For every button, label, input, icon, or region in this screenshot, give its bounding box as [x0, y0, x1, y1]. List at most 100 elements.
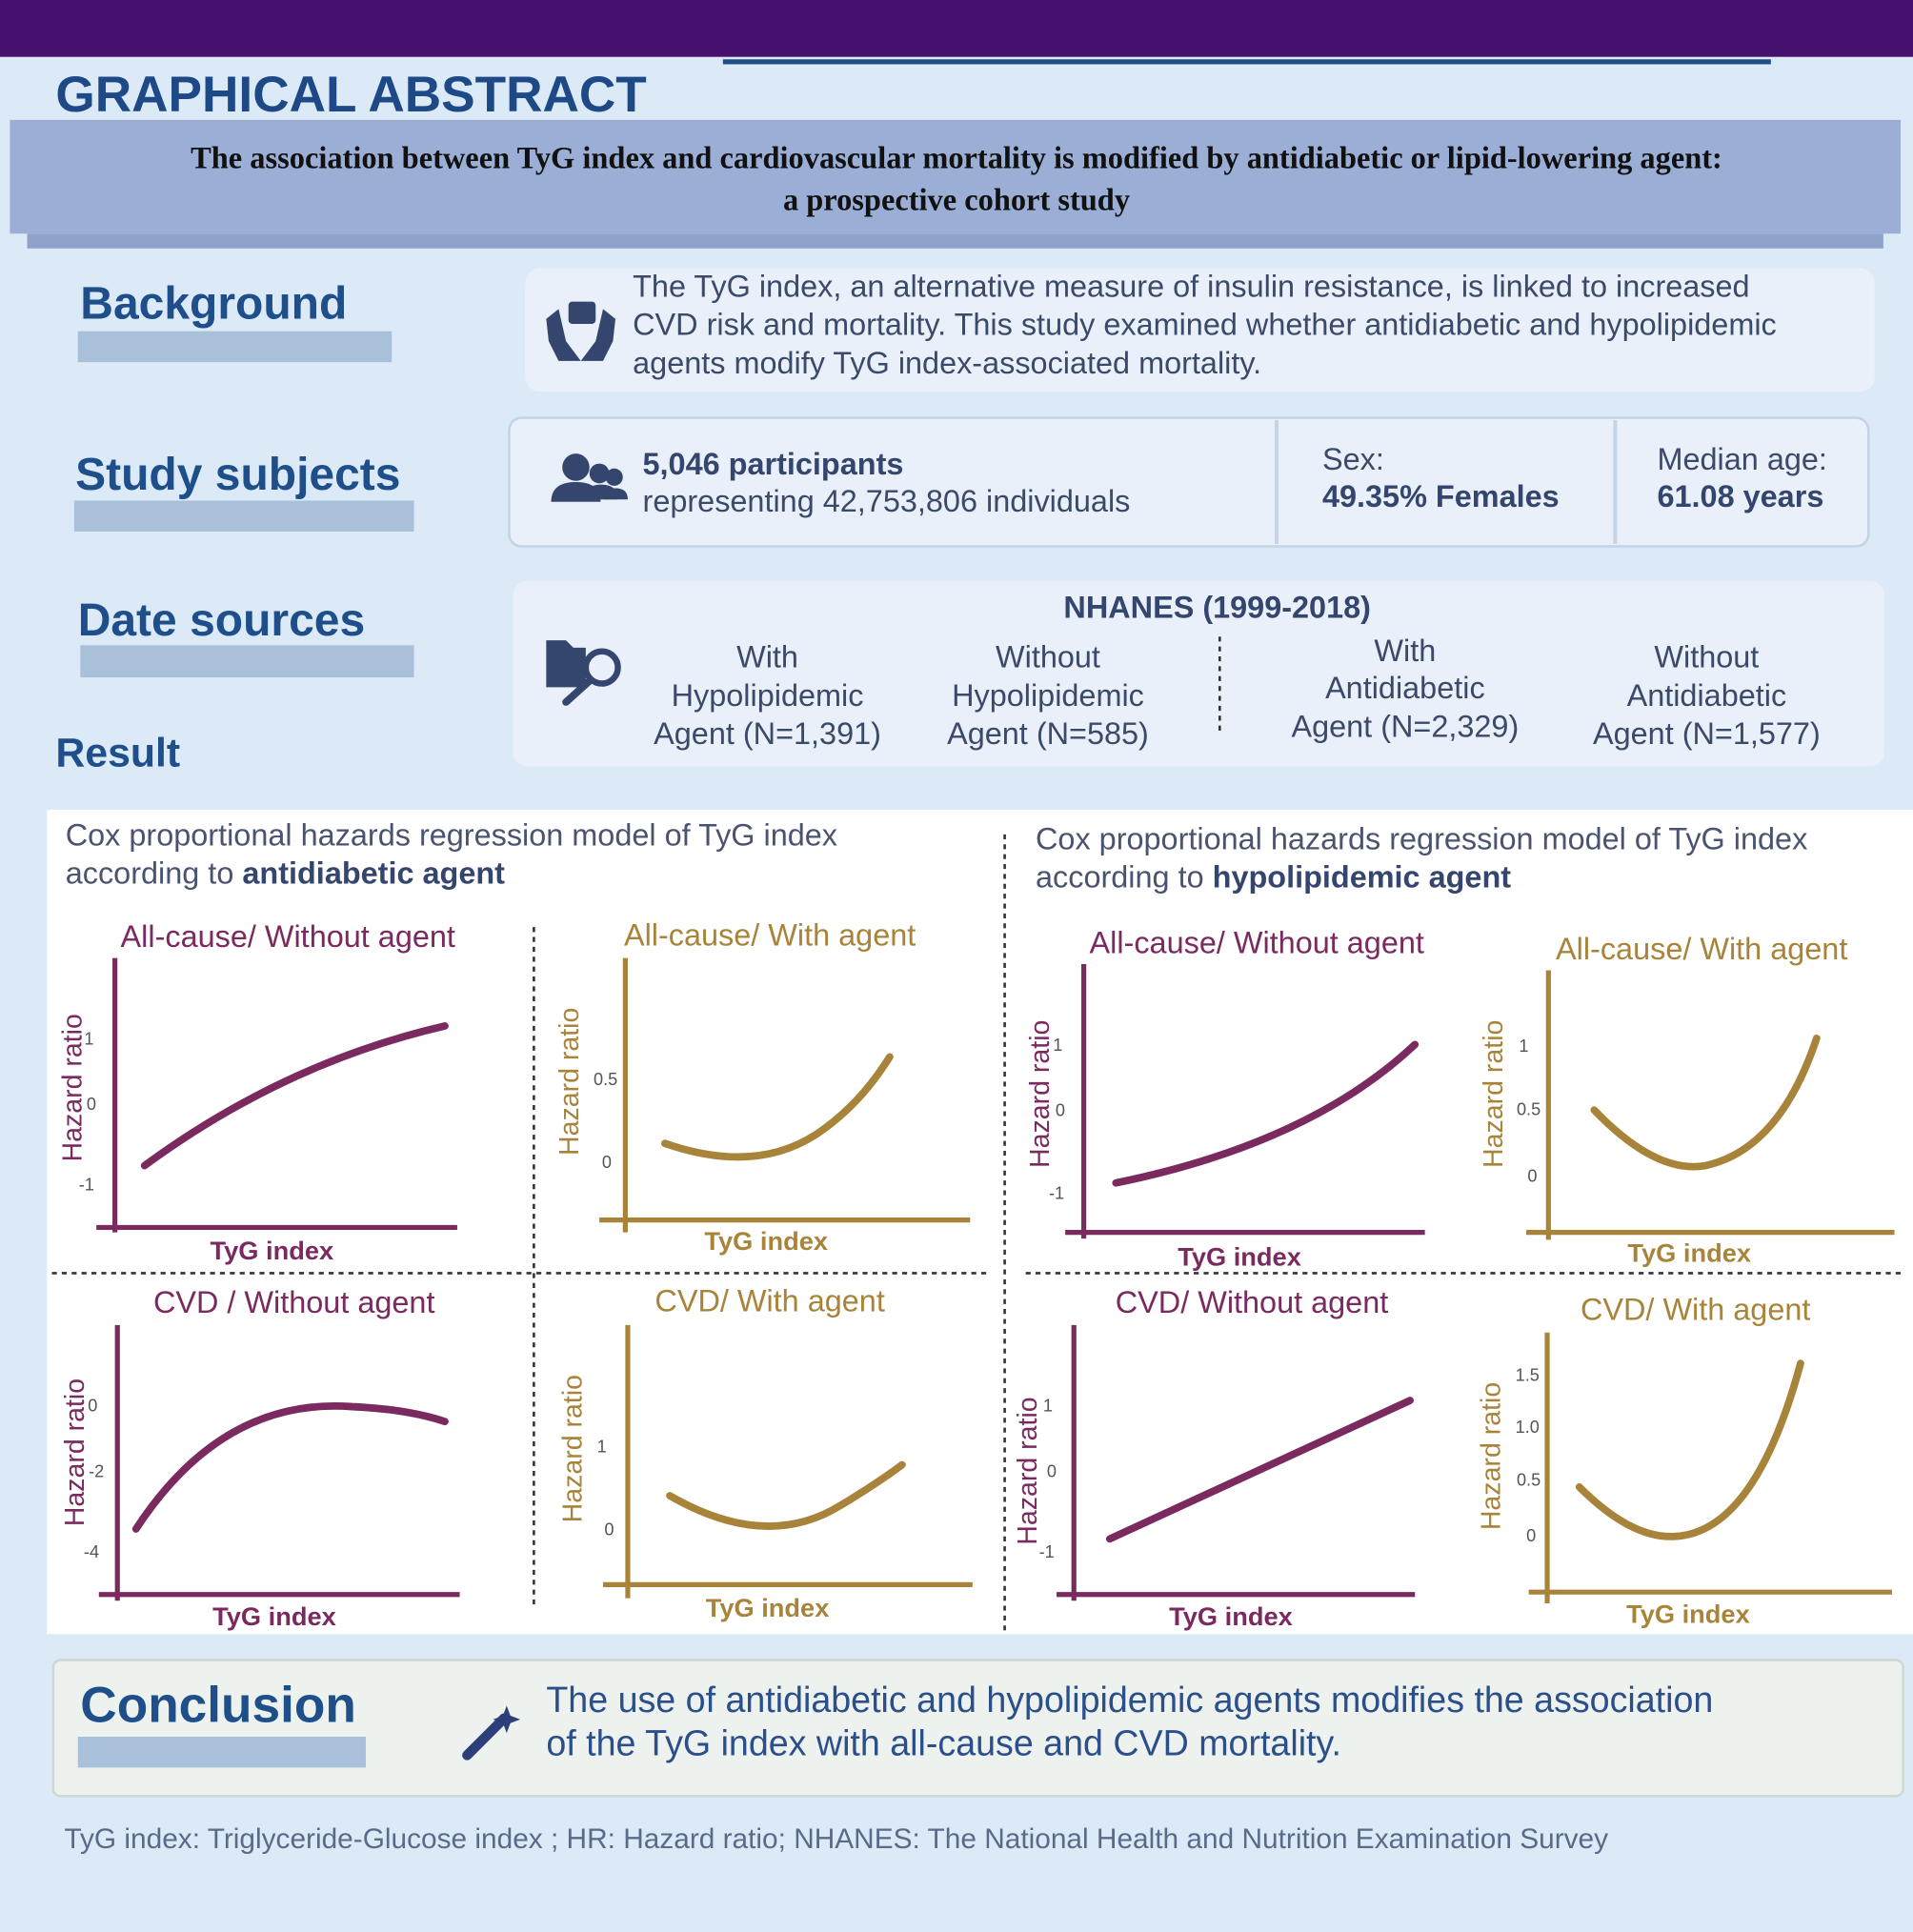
tick-label: 0 [1526, 1526, 1536, 1545]
age-label: Median age: [1657, 442, 1826, 476]
source-group: With [736, 640, 798, 674]
plot-title: All-cause/ With agent [624, 918, 916, 953]
top-rule [722, 59, 1771, 65]
tick-label: 0 [1056, 1101, 1065, 1120]
curve [1575, 1359, 1804, 1540]
section-heading: Conclusion [80, 1677, 356, 1733]
source-group: Antidiabetic [1325, 671, 1485, 705]
panel-title: Cox proportional hazards regression mode… [1036, 821, 1807, 855]
tick-label: 0.5 [594, 1070, 617, 1089]
plot-title: CVD / Without agent [153, 1285, 435, 1319]
heading-bar [77, 331, 393, 363]
background-box [525, 268, 1875, 392]
curve [660, 1053, 894, 1161]
tick-label: 0 [87, 1095, 96, 1114]
x-axis-label: TyG index [706, 1593, 830, 1622]
tick-label: 1.0 [1516, 1418, 1540, 1437]
tick-label: 0 [1527, 1166, 1537, 1185]
tick-label: 0.5 [1517, 1099, 1540, 1118]
study-title: The association between TyG index and ca… [191, 141, 1722, 175]
subjects-box [508, 416, 1870, 548]
subtitle-prefix: according to [66, 856, 234, 891]
conclusion-box [51, 1659, 1904, 1798]
tick-label: 0 [604, 1519, 614, 1539]
top-bar [0, 0, 1913, 57]
title-band-shadow [27, 233, 1883, 249]
tick-label: -1 [79, 1175, 94, 1194]
results-panel [47, 809, 1913, 1635]
heading-bar [80, 645, 414, 678]
source-group: Without [996, 640, 1100, 674]
curve [131, 1401, 449, 1533]
conclusion-text: of the TyG index with all-cause and CVD … [546, 1722, 1341, 1762]
source-group: With [1374, 634, 1436, 668]
x-axis-label: TyG index [1169, 1601, 1293, 1631]
tick-label: -1 [1039, 1542, 1055, 1561]
tick-label: 0.5 [1517, 1471, 1540, 1490]
tick-label: 1 [1053, 1036, 1062, 1055]
source: NHANES (1999-2018) [1063, 591, 1371, 625]
source-group: Agent (N=1,391) [654, 716, 881, 751]
plot-title: CVD/ With agent [1581, 1293, 1810, 1327]
panel-subtitle: according to antidiabetic agent [66, 856, 505, 891]
section-heading: Background [80, 279, 347, 330]
plot-title: All-cause/ Without agent [1090, 925, 1424, 959]
section-heading: Date sources [78, 595, 365, 646]
tick-label: 1.5 [1516, 1365, 1540, 1384]
sources-box [513, 580, 1885, 767]
x-axis-label: TyG index [1626, 1600, 1750, 1629]
background-text: CVD risk and mortality. This study exami… [633, 308, 1777, 342]
subtitle-emphasis: hypolipidemic agent [1213, 860, 1512, 895]
hands-icon [546, 301, 615, 361]
people-icon [551, 453, 628, 502]
curve [140, 1022, 449, 1170]
y-axis-label: Hazard ratio [60, 1379, 91, 1526]
x-axis-label: TyG index [211, 1236, 334, 1265]
background-text: agents modify TyG index-associated morta… [633, 346, 1261, 380]
tick-label: 0 [1047, 1462, 1057, 1481]
plots: Cox proportional hazards regression mode… [57, 817, 1895, 1631]
panel-title: Cox proportional hazards regression mode… [66, 817, 837, 852]
tick-label: 0 [88, 1397, 97, 1416]
conclusion-text: The use of antidiabetic and hypolipidemi… [546, 1680, 1713, 1720]
section-heading: Result [55, 730, 180, 775]
tick-label: 1 [1043, 1397, 1053, 1416]
participants: 5,046 participants [643, 447, 904, 481]
source-group: Agent (N=1,577) [1593, 716, 1821, 751]
title-band [10, 119, 1902, 234]
subtitle-prefix: according to [1036, 860, 1204, 895]
source-group: Agent (N=585) [947, 716, 1149, 751]
page-title: GRAPHICAL ABSTRACT [55, 67, 646, 123]
tick-label: -2 [89, 1462, 104, 1481]
source-group: Hypolipidemic [672, 678, 864, 713]
search-icon [546, 640, 621, 706]
tick-label: -4 [84, 1542, 99, 1561]
panel-subtitle: according to hypolipidemic agent [1036, 860, 1511, 895]
representing: representing 42,753,806 individuals [643, 484, 1131, 518]
source-group: Without [1654, 640, 1759, 674]
y-axis-label: Hazard ratio [57, 1014, 88, 1161]
x-axis-label: TyG index [212, 1601, 336, 1631]
plot-title: All-cause/ With agent [1556, 932, 1847, 966]
source-group: Hypolipidemic [952, 678, 1144, 713]
source-group: Agent (N=2,329) [1291, 709, 1519, 743]
heading-bar [77, 1736, 366, 1768]
x-axis-label: TyG index [704, 1226, 828, 1256]
curve [1105, 1397, 1414, 1543]
y-axis-label: Hazard ratio [1477, 1382, 1507, 1530]
x-axis-label: TyG index [1178, 1242, 1301, 1272]
panel-dividers [51, 834, 1903, 1635]
tick-label: 0 [602, 1153, 612, 1172]
wand-icon [462, 1705, 521, 1761]
y-axis-label: Hazard ratio [554, 1008, 585, 1156]
y-axis-label: Hazard ratio [1025, 1020, 1056, 1168]
curve [1112, 1040, 1420, 1187]
plot-title: CVD/ Without agent [1116, 1285, 1388, 1319]
sex-value: 49.35% Females [1322, 479, 1560, 513]
subtitle-emphasis: antidiabetic agent [242, 856, 505, 891]
tick-label: 1 [597, 1438, 607, 1457]
study-title: a prospective cohort study [783, 184, 1130, 218]
